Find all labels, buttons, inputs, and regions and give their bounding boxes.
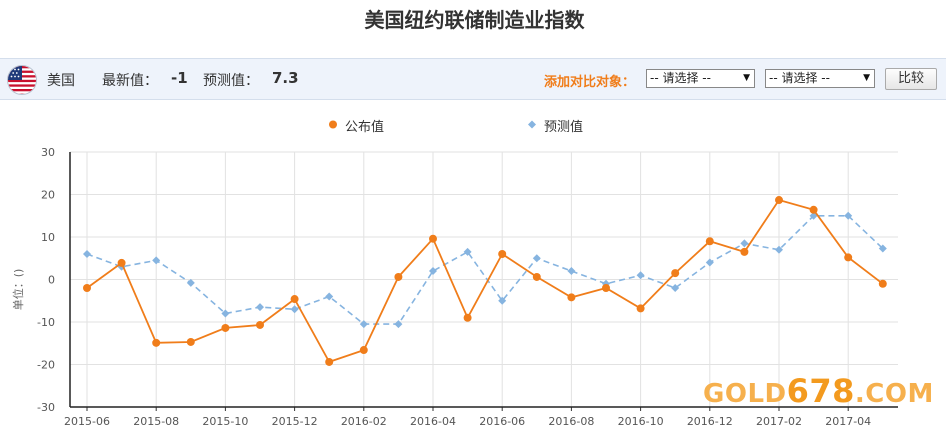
data-point-published bbox=[844, 253, 853, 262]
x-tick-label: 2016-06 bbox=[479, 415, 525, 428]
us-flag-icon bbox=[7, 65, 37, 95]
data-point-forecast bbox=[498, 296, 507, 305]
dropdown-arrow-icon: ▼ bbox=[743, 73, 750, 83]
forecast-value-label: 预测值： bbox=[203, 73, 259, 89]
legend-marker-forecast bbox=[528, 120, 536, 129]
data-point-published bbox=[256, 320, 264, 329]
x-tick-label: 2016-04 bbox=[410, 415, 456, 428]
data-point-published bbox=[498, 250, 507, 258]
x-tick-label: 2016-10 bbox=[618, 415, 664, 428]
data-point-published bbox=[325, 357, 334, 366]
data-point-forecast bbox=[567, 267, 576, 275]
data-point-forecast bbox=[775, 245, 783, 254]
data-point-forecast bbox=[844, 211, 853, 220]
data-point-published bbox=[429, 234, 437, 243]
data-point-forecast bbox=[221, 309, 230, 318]
data-point-forecast bbox=[636, 271, 645, 280]
data-point-forecast bbox=[152, 256, 161, 265]
watermark-logo: GOLD678.COM bbox=[703, 372, 934, 410]
y-tick-label: -30 bbox=[37, 401, 55, 414]
latest-value: -1 bbox=[171, 69, 188, 87]
country-name: 美国 bbox=[47, 73, 75, 89]
data-point-published bbox=[878, 279, 887, 288]
x-tick-label: 2016-08 bbox=[548, 415, 594, 428]
y-tick-label: 30 bbox=[41, 146, 55, 159]
compare-select-2[interactable]: -- 请选择 -- ▼ bbox=[765, 69, 875, 88]
data-point-published bbox=[186, 337, 195, 346]
y-axis-title: 单位：() bbox=[11, 269, 25, 311]
data-point-forecast bbox=[705, 258, 714, 267]
x-tick-label: 2016-02 bbox=[341, 415, 387, 428]
data-point-forecast bbox=[532, 254, 541, 263]
data-point-forecast bbox=[290, 305, 299, 314]
series-forecast bbox=[83, 211, 887, 329]
x-tick-label: 2017-02 bbox=[756, 415, 802, 428]
x-tick-label: 2016-12 bbox=[687, 415, 733, 428]
series-published bbox=[83, 196, 887, 366]
y-tick-label: 10 bbox=[41, 231, 55, 244]
watermark-number: 678 bbox=[786, 372, 855, 410]
data-point-published bbox=[809, 205, 818, 214]
y-tick-label: 0 bbox=[48, 274, 55, 287]
data-point-published bbox=[705, 237, 714, 246]
compare-label: 添加对比对象： bbox=[544, 75, 636, 90]
series-line-forecast bbox=[86, 215, 884, 325]
data-point-published bbox=[567, 293, 576, 302]
compare-select-2-value: -- 请选择 -- bbox=[769, 71, 830, 85]
data-point-published bbox=[152, 338, 161, 347]
legend-marker-published bbox=[329, 120, 337, 129]
x-tick-label: 2015-12 bbox=[272, 415, 318, 428]
data-point-published bbox=[290, 295, 299, 304]
compare-select-1-value: -- 请选择 -- bbox=[650, 71, 711, 85]
y-tick-label: -10 bbox=[37, 316, 55, 329]
series-line-published bbox=[86, 198, 884, 363]
data-point-forecast bbox=[359, 320, 368, 329]
x-tick-label: 2015-08 bbox=[133, 415, 179, 428]
forecast-value: 7.3 bbox=[272, 69, 299, 87]
data-point-forecast bbox=[463, 247, 472, 256]
watermark-prefix: GOLD bbox=[703, 379, 787, 409]
toolbar: 美国 最新值： -1 预测值： 7.3 添加对比对象： -- 请选择 -- ▼ … bbox=[0, 58, 946, 100]
data-point-forecast bbox=[429, 267, 437, 275]
x-tick-label: 2017-04 bbox=[825, 415, 871, 428]
page-title: 美国纽约联储制造业指数 bbox=[364, 8, 585, 32]
data-point-published bbox=[394, 272, 403, 281]
legend-label-published: 公布值 bbox=[345, 120, 385, 135]
data-point-published bbox=[740, 247, 749, 256]
data-point-published bbox=[636, 304, 645, 313]
watermark-suffix: .COM bbox=[854, 379, 934, 409]
data-point-published bbox=[463, 313, 472, 322]
compare-select-1[interactable]: -- 请选择 -- ▼ bbox=[646, 69, 755, 88]
data-point-published bbox=[117, 258, 126, 267]
data-point-forecast bbox=[394, 320, 403, 329]
y-tick-label: 20 bbox=[41, 189, 55, 202]
x-tick-label: 2015-06 bbox=[64, 415, 110, 428]
data-point-published bbox=[359, 346, 368, 355]
data-point-published bbox=[775, 196, 783, 205]
latest-value-label: 最新值： bbox=[102, 73, 158, 89]
data-point-forecast bbox=[740, 239, 749, 248]
data-point-published bbox=[532, 272, 541, 281]
y-tick-label: -20 bbox=[37, 359, 55, 372]
legend-label-forecast: 预测值 bbox=[544, 120, 584, 135]
data-point-forecast bbox=[256, 303, 264, 312]
data-point-forecast bbox=[878, 244, 887, 253]
data-point-published bbox=[221, 323, 230, 332]
data-point-forecast bbox=[186, 278, 195, 287]
data-point-forecast bbox=[83, 250, 91, 258]
compare-button[interactable]: 比较 bbox=[885, 68, 937, 90]
data-point-published bbox=[83, 284, 91, 292]
data-point-forecast bbox=[325, 292, 334, 301]
data-point-published bbox=[671, 269, 680, 278]
data-point-published bbox=[602, 284, 610, 292]
x-tick-label: 2015-10 bbox=[202, 415, 248, 428]
dropdown-arrow-icon: ▼ bbox=[863, 73, 870, 83]
data-point-forecast bbox=[671, 284, 680, 292]
